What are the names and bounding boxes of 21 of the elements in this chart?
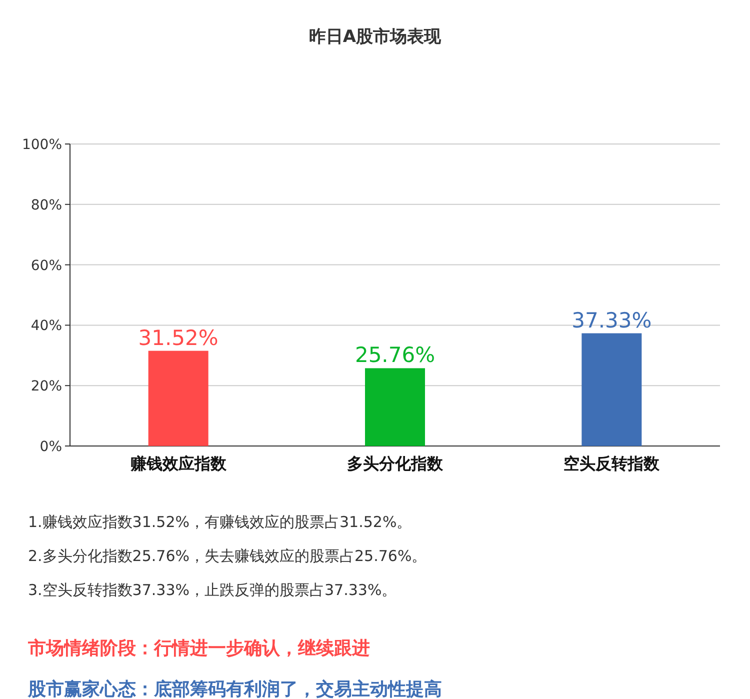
- y-tick-label: 0%: [40, 439, 62, 455]
- x-tick-label: 多头分化指数: [347, 454, 444, 473]
- text: 3.空头反转指数37.33%，止跌反弹的股票占37.33%。: [28, 581, 397, 599]
- bar: [148, 350, 208, 446]
- data-label: 31.52%: [138, 326, 218, 350]
- x-tick-label: 赚钱效应指数: [129, 454, 228, 473]
- y-tick-label: 80%: [30, 197, 62, 214]
- x-tick-label: 空头反转指数: [564, 454, 661, 473]
- bar: [365, 368, 425, 446]
- data-label: 25.76%: [354, 343, 436, 368]
- text: 股市赢家心态：底部筹码有利润了，交易主动性提高: [27, 679, 442, 699]
- y-tick-label: 60%: [30, 258, 62, 274]
- bar: [582, 333, 642, 446]
- data-label: 37.33%: [572, 308, 652, 332]
- y-tick-label: 20%: [30, 378, 62, 395]
- text: 市场情绪阶段：行情进一步确认，继续跟进: [27, 638, 370, 659]
- text: 2.多头分化指数25.76%，失去赚钱效应的股票占25.76%。: [28, 547, 427, 565]
- y-tick-label: 100%: [22, 137, 62, 153]
- y-tick-label: 40%: [30, 318, 62, 334]
- text: 1.赚钱效应指数31.52%，有赚钱效应的股票占31.52%。: [28, 513, 412, 531]
- chart-title: 昨日A股市场表现: [308, 27, 442, 47]
